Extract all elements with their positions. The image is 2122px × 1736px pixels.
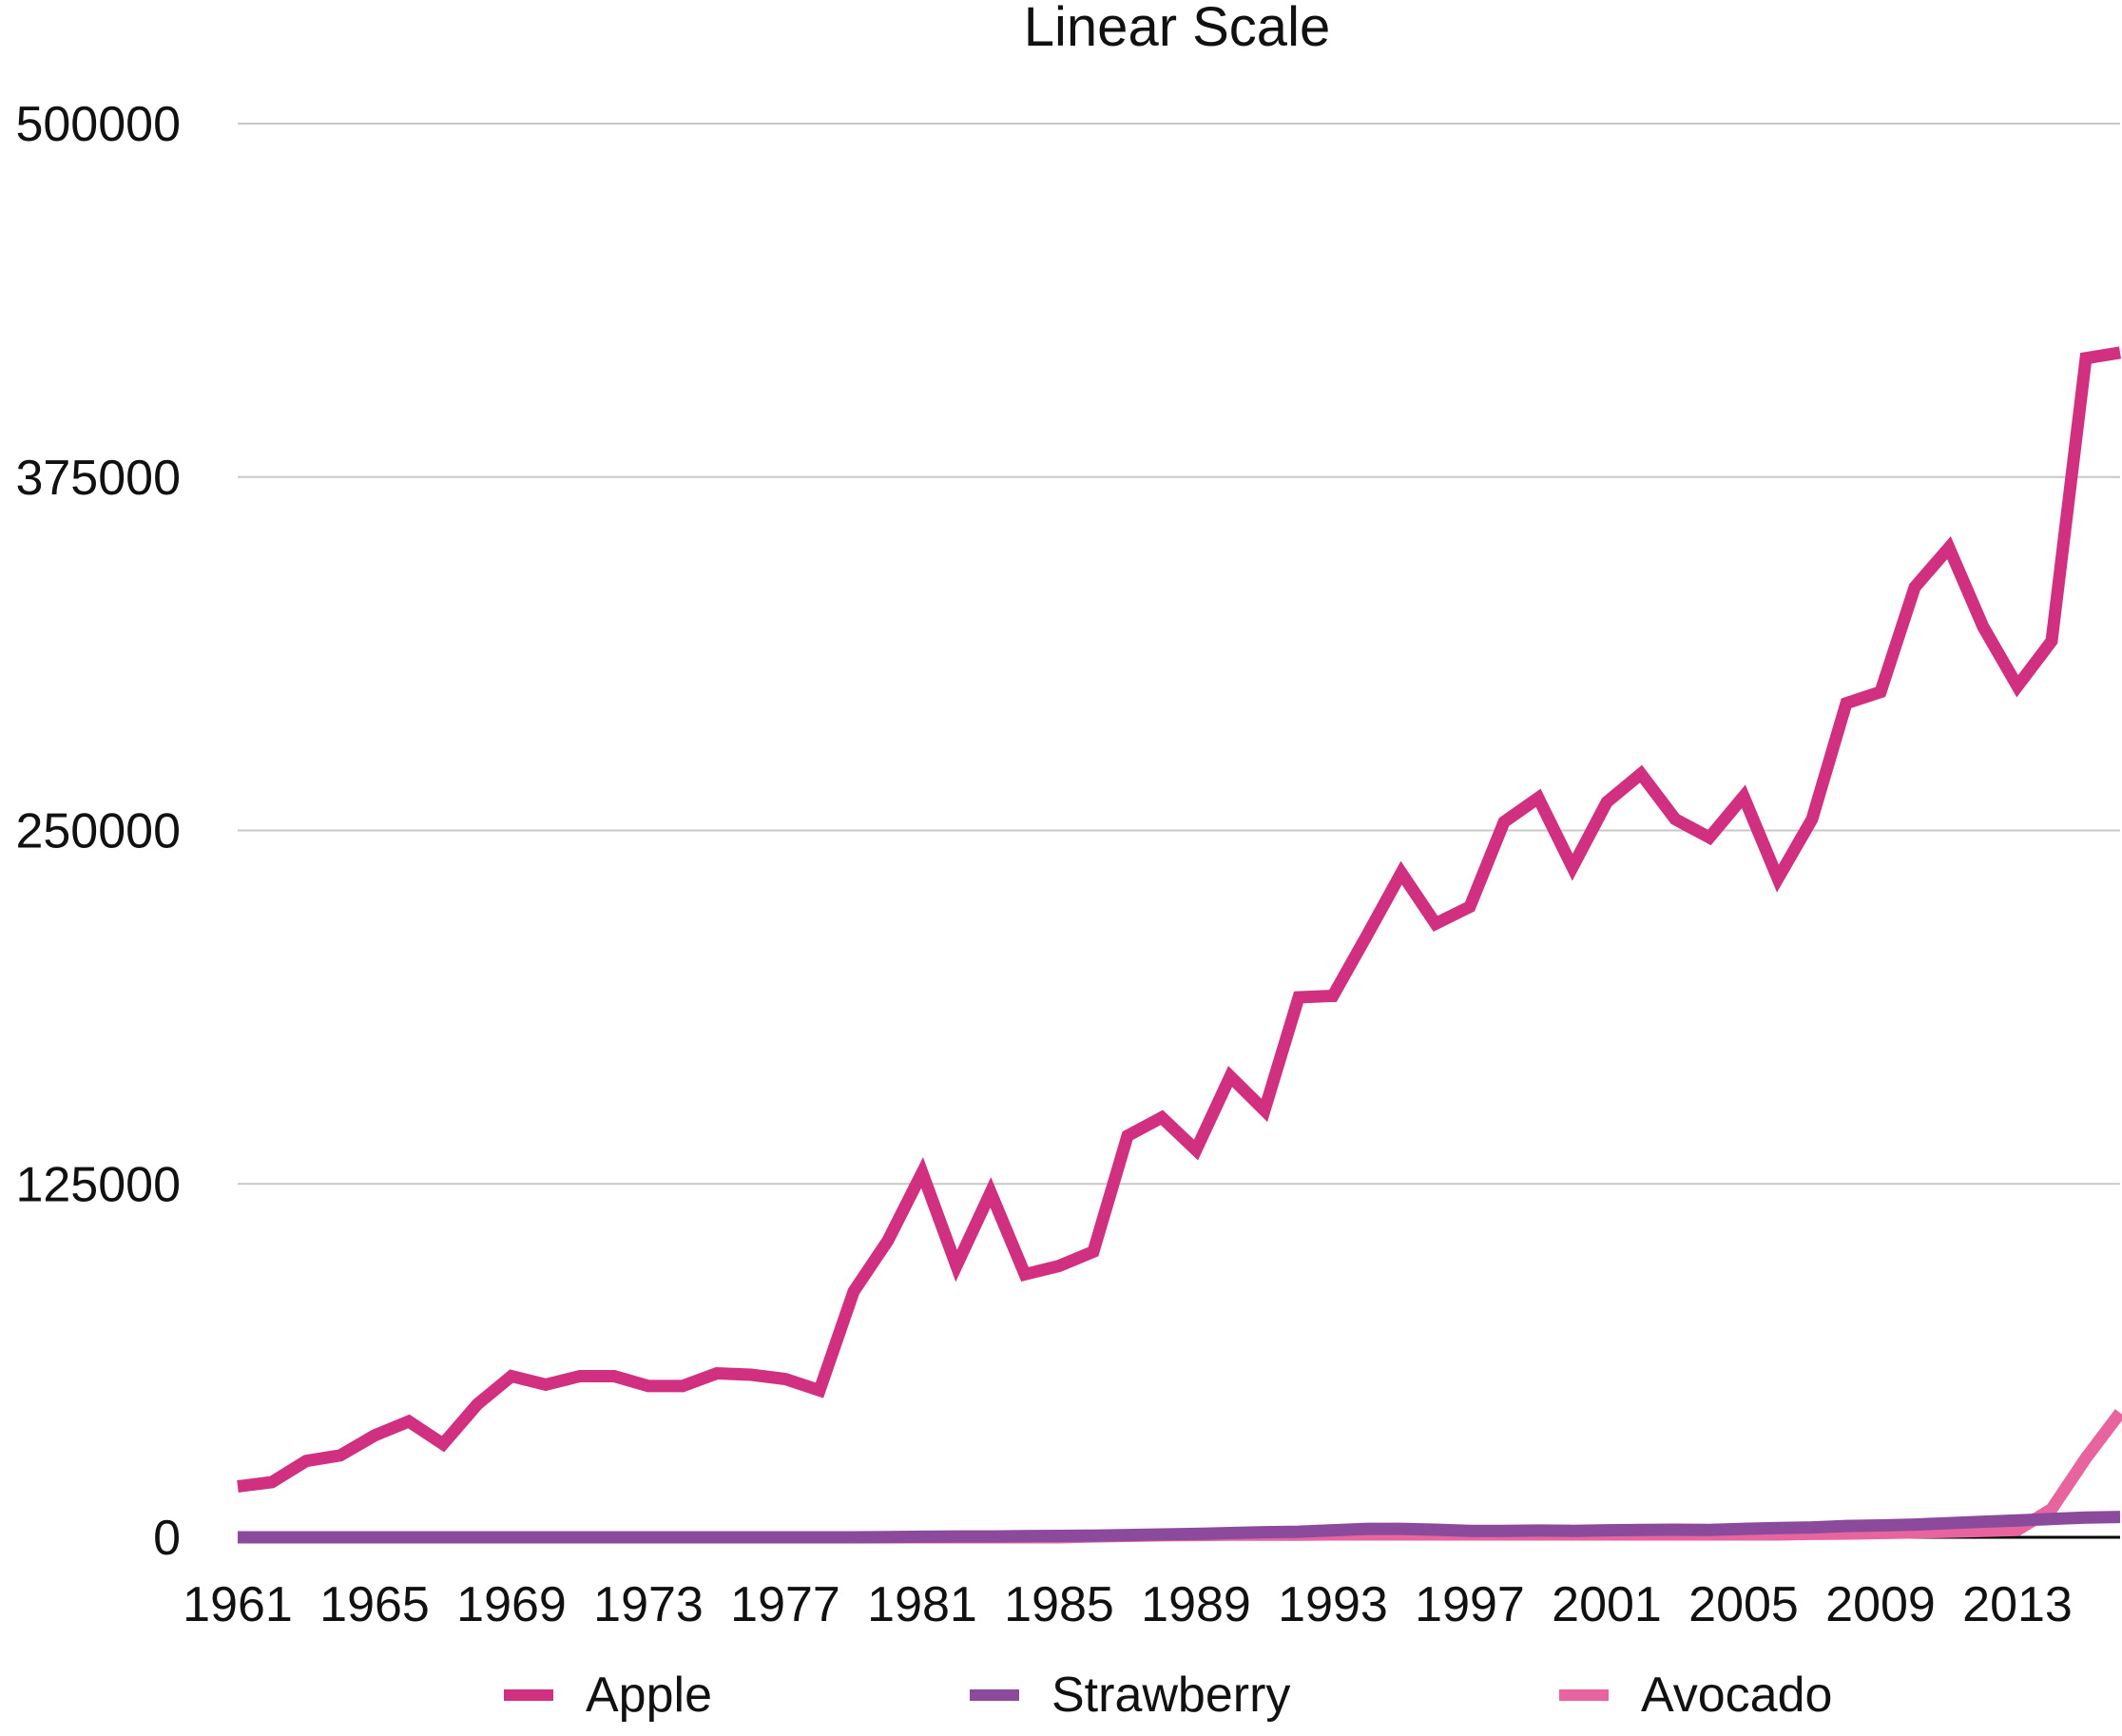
legend-label-strawberry: Strawberry bbox=[1051, 1668, 1290, 1723]
gridlines bbox=[238, 123, 2120, 1186]
x-tick-label: 1985 bbox=[1004, 1577, 1114, 1632]
x-tick-label: 2009 bbox=[1825, 1577, 1936, 1632]
legend: Apple Strawberry Avocado bbox=[504, 1668, 1832, 1723]
series-line-apple bbox=[237, 346, 2122, 1493]
legend-label-avocado: Avocado bbox=[1641, 1668, 1832, 1723]
y-tick-label: 0 bbox=[153, 1511, 181, 1566]
x-tick-label: 2001 bbox=[1552, 1577, 1662, 1632]
x-tick-label: 1989 bbox=[1141, 1577, 1251, 1632]
series-lines bbox=[237, 346, 2122, 1544]
x-tick-label: 1981 bbox=[867, 1577, 977, 1632]
series-line-avocado bbox=[238, 1409, 2122, 1544]
x-tick-label: 1961 bbox=[183, 1577, 293, 1632]
x-tick-label: 2005 bbox=[1688, 1577, 1799, 1632]
series-line-strawberry bbox=[238, 1511, 2121, 1544]
x-tick-label: 1965 bbox=[319, 1577, 430, 1632]
x-axis-ticks: 1961 1965 1969 1973 1977 1981 1985 1989 1993 1997… bbox=[183, 1577, 2073, 1632]
legend-label-apple: Apple bbox=[586, 1668, 712, 1723]
y-axis-ticks: 500000 375000 250000 125000 0 bbox=[15, 97, 181, 1566]
x-tick-label: 1969 bbox=[456, 1577, 567, 1632]
x-tick-label: 1973 bbox=[593, 1577, 704, 1632]
x-tick-label: 1993 bbox=[1278, 1577, 1388, 1632]
y-tick-label: 125000 bbox=[15, 1157, 181, 1212]
y-tick-label: 250000 bbox=[15, 804, 181, 859]
y-tick-label: 375000 bbox=[15, 451, 181, 506]
x-tick-label: 2013 bbox=[1962, 1577, 2073, 1632]
y-tick-label: 500000 bbox=[15, 97, 181, 152]
x-tick-label: 1997 bbox=[1415, 1577, 1525, 1632]
chart-title: Linear Scale bbox=[1024, 0, 1330, 58]
x-tick-label: 1977 bbox=[730, 1577, 840, 1632]
